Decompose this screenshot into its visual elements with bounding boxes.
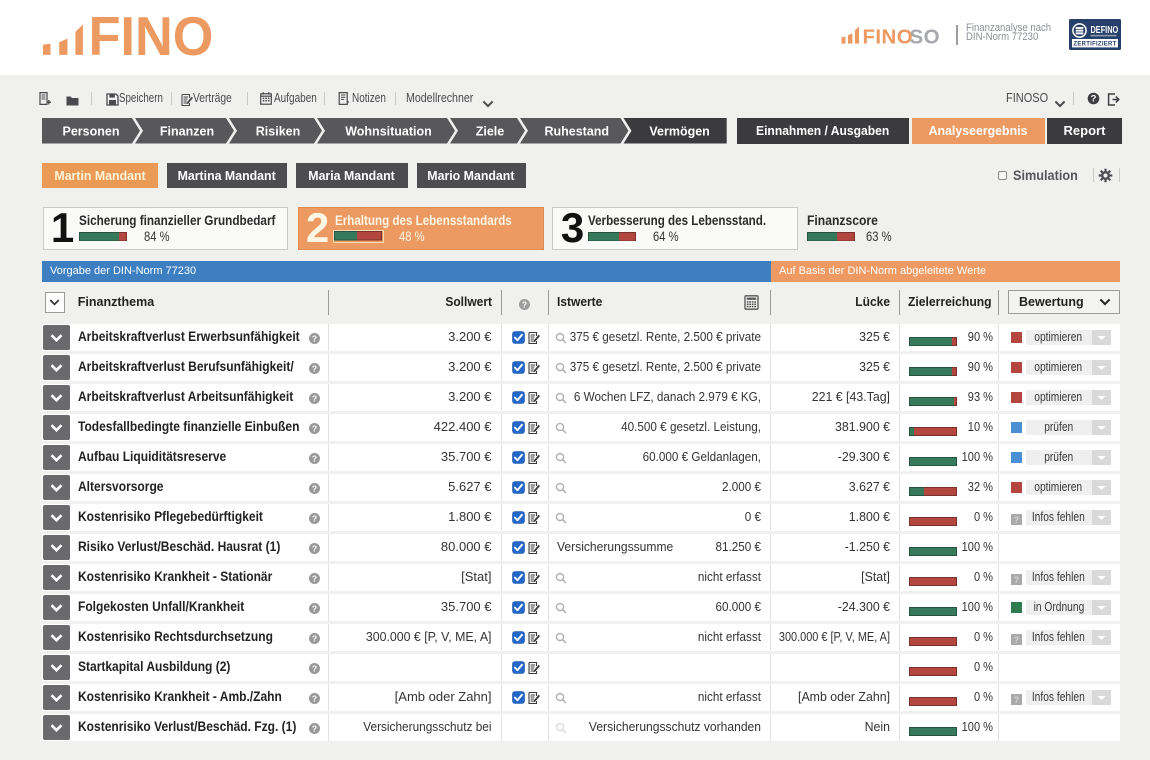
svg-text:?: ? (311, 544, 316, 554)
svg-text:?: ? (311, 364, 316, 374)
svg-text:ZERTIFIZIERT: ZERTIFIZIERT (1074, 40, 1117, 47)
svg-text:?: ? (311, 334, 316, 344)
svg-text:?: ? (1013, 634, 1018, 644)
svg-text:FINO: FINO (863, 25, 914, 47)
svg-text:?: ? (311, 724, 316, 734)
svg-text:?: ? (311, 694, 316, 704)
svg-text:DEFINO: DEFINO (1091, 24, 1119, 36)
svg-text:Finanzen: Finanzen (160, 124, 214, 138)
svg-text:Personen: Personen (63, 124, 120, 138)
svg-text:?: ? (311, 484, 316, 494)
svg-text:Wohnsituation: Wohnsituation (345, 124, 432, 138)
svg-text:?: ? (1013, 694, 1018, 704)
svg-text:?: ? (1090, 94, 1096, 105)
svg-text:Risiken: Risiken (256, 124, 300, 138)
svg-text:Vermögen: Vermögen (649, 124, 709, 138)
svg-text:?: ? (1013, 574, 1018, 584)
svg-text:?: ? (311, 394, 316, 404)
svg-text:Ziele: Ziele (476, 124, 505, 138)
svg-text:?: ? (311, 664, 316, 674)
svg-text:FINO: FINO (89, 10, 214, 67)
svg-text:?: ? (311, 574, 316, 584)
svg-text:?: ? (522, 300, 527, 310)
svg-text:Ruhestand: Ruhestand (544, 124, 609, 138)
svg-text:?: ? (311, 424, 316, 434)
svg-text:?: ? (311, 634, 316, 644)
svg-text:SO: SO (910, 25, 940, 47)
svg-text:?: ? (311, 604, 316, 614)
svg-text:?: ? (1013, 514, 1018, 524)
svg-text:?: ? (311, 454, 316, 464)
svg-text:?: ? (311, 514, 316, 524)
